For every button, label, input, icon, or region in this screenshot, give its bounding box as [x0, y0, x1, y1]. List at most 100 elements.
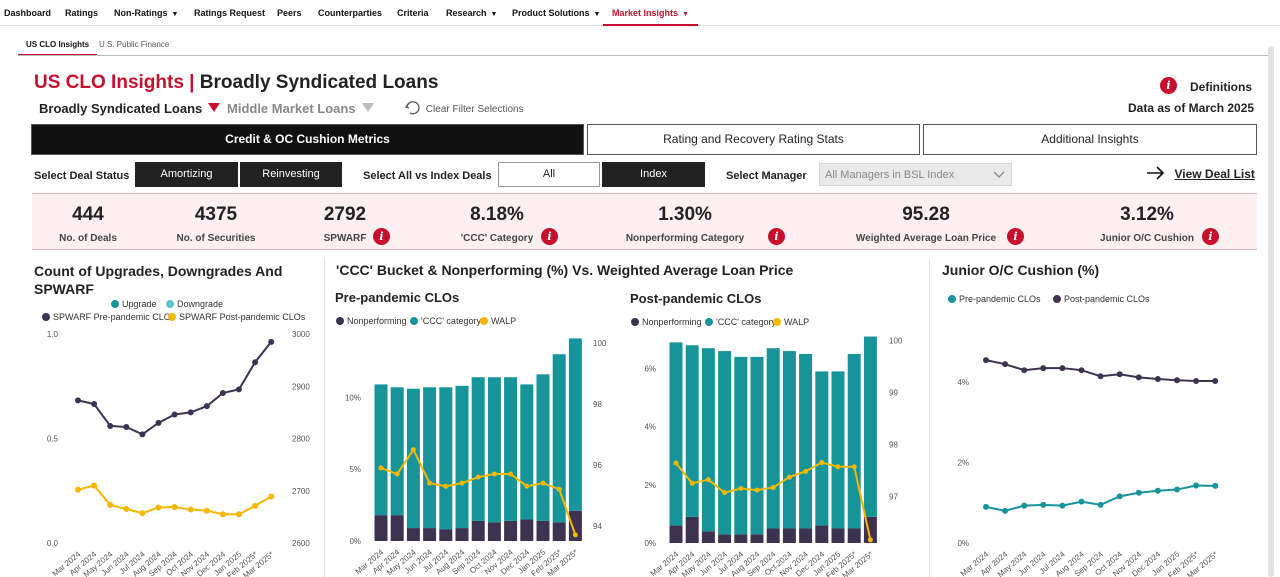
legend-item: WALP	[480, 316, 516, 326]
info-icon[interactable]: i	[1202, 227, 1219, 245]
oc-point	[1002, 361, 1009, 368]
y2-tick-label: 98	[889, 440, 898, 449]
data-as-of: Data as of March 2025	[1128, 101, 1255, 115]
info-icon[interactable]: i	[1007, 227, 1024, 245]
y-tick-label: 0%	[349, 537, 361, 546]
info-icon[interactable]: i	[373, 227, 390, 245]
spwarf-point	[123, 424, 130, 431]
oc-point	[1193, 378, 1200, 385]
ccc-bar	[439, 387, 453, 530]
oc-point	[1078, 498, 1085, 505]
nonperforming-bar	[423, 528, 437, 541]
top-navigation: Dashboard Ratings Non-Ratings ▼ Ratings Requ…	[0, 0, 1280, 26]
ccc-bar	[552, 354, 566, 523]
info-icon[interactable]: i	[541, 227, 558, 245]
oc-point	[1116, 371, 1123, 378]
oc-point	[1174, 377, 1180, 384]
nav-item-criteria[interactable]: Criteria	[397, 8, 429, 18]
definitions-info-icon[interactable]: i	[1160, 76, 1177, 94]
y2-tick-label: 94	[593, 522, 602, 531]
filter-bsl[interactable]: Broadly Syndicated Loans	[39, 101, 221, 116]
ccc-bar	[568, 338, 582, 511]
y2-tick-label: 97	[889, 492, 898, 501]
view-deal-list-link[interactable]: View Deal List	[1146, 165, 1255, 183]
kpi-value: 1.30%	[658, 204, 712, 225]
nonperforming-bar	[750, 534, 764, 543]
nonperforming-bar	[520, 519, 534, 541]
deal-status-label: Select Deal Status	[34, 170, 130, 182]
clear-filter-button[interactable]: Clear Filter Selections	[404, 100, 524, 116]
nav-item-research[interactable]: Research ▼	[446, 8, 498, 18]
kpi-value: 444	[72, 204, 104, 225]
walp-point	[572, 532, 578, 538]
y2-tick-label: 98	[593, 400, 602, 409]
legend-item: Pre-pandemic CLOs	[948, 294, 1041, 304]
ccc-bar	[799, 353, 813, 529]
nav-item-counterparties[interactable]: Counterparties	[318, 8, 383, 18]
walp-point	[378, 465, 384, 471]
amortizing-button[interactable]: Amortizing	[135, 162, 238, 187]
nonperforming-bar	[782, 528, 796, 543]
info-icon[interactable]: i	[768, 227, 785, 245]
reinvesting-button[interactable]: Reinvesting	[240, 162, 342, 187]
kpi-label: No. of Securities	[176, 233, 256, 244]
tab-additional-insights[interactable]: Additional Insights	[923, 124, 1257, 155]
oc-point	[1212, 482, 1219, 489]
ccc-bar	[815, 371, 829, 526]
nav-item-product-solutions[interactable]: Product Solutions ▼	[512, 8, 601, 18]
kpi-value: 95.28	[902, 204, 950, 225]
index-deals-button[interactable]: Index	[602, 162, 705, 187]
caret-down-icon: ▼	[682, 11, 689, 18]
spwarf-point	[171, 503, 178, 510]
oc-point	[1097, 501, 1104, 508]
spwarf-point	[155, 419, 162, 426]
nonperforming-bar	[815, 525, 829, 543]
filter-middle-market[interactable]: Middle Market Loans	[227, 101, 374, 116]
nonperforming-bar	[568, 510, 582, 541]
nonperforming-bar	[685, 516, 699, 543]
ccc-bar	[390, 387, 404, 516]
tab-credit-oc[interactable]: Credit & OC Cushion Metrics	[31, 124, 584, 155]
nav-item-dashboard[interactable]: Dashboard	[4, 8, 52, 18]
walp-point	[803, 468, 809, 474]
nonperforming-bar	[766, 528, 780, 543]
oc-point	[1154, 376, 1161, 383]
kpi-value: 2792	[323, 204, 367, 225]
y2-tick-label: 2800	[292, 435, 310, 444]
nonperforming-bar	[390, 515, 404, 541]
kpi-label: 'CCC' Category	[460, 233, 534, 244]
vertical-scrollbar[interactable]	[1268, 46, 1274, 577]
nonperforming-bar	[455, 528, 469, 541]
manager-select-value: All Managers in BSL Index	[825, 169, 955, 181]
definitions-link[interactable]: Definitions	[1190, 80, 1252, 94]
walp-point	[443, 483, 449, 489]
nonperforming-bar	[831, 528, 845, 543]
nav-item-non-ratings[interactable]: Non-Ratings ▼	[114, 8, 179, 18]
legend-item: WALP	[773, 317, 809, 327]
upgrades-chart-title: Count of Upgrades, Downgrades And SPWARF	[34, 263, 283, 297]
oc-point	[1021, 367, 1028, 374]
oc-point	[983, 357, 989, 364]
nonperforming-bar	[471, 520, 485, 541]
walp-point	[770, 484, 776, 490]
legend-item: SPWARF Post-pandemic CLOs	[168, 312, 305, 322]
spwarf-point	[252, 502, 259, 509]
nav-item-market-insights[interactable]: Market Insights ▼	[603, 0, 698, 26]
spwarf-point	[187, 506, 194, 513]
spwarf-point	[91, 401, 98, 408]
walp-point	[508, 471, 514, 477]
ccc-bar	[718, 351, 732, 535]
nav-item-ratings[interactable]: Ratings	[65, 8, 99, 18]
spwarf-point	[252, 359, 259, 366]
nonperforming-bar	[536, 520, 550, 541]
all-deals-button[interactable]: All	[498, 162, 600, 187]
nonperforming-bar	[718, 534, 732, 543]
nav-item-peers[interactable]: Peers	[277, 8, 302, 18]
walp-point	[540, 480, 546, 486]
nav-item-ratings-request[interactable]: Ratings Request	[194, 8, 266, 18]
manager-select[interactable]: All Managers in BSL Index	[819, 163, 1012, 186]
subtab-us-public-finance[interactable]: U.S. Public Finance	[99, 40, 170, 49]
tab-rating-recovery[interactable]: Rating and Recovery Rating Stats	[587, 124, 920, 155]
legend-item: Nonperforming	[631, 317, 702, 327]
nonperforming-bar	[669, 525, 683, 543]
